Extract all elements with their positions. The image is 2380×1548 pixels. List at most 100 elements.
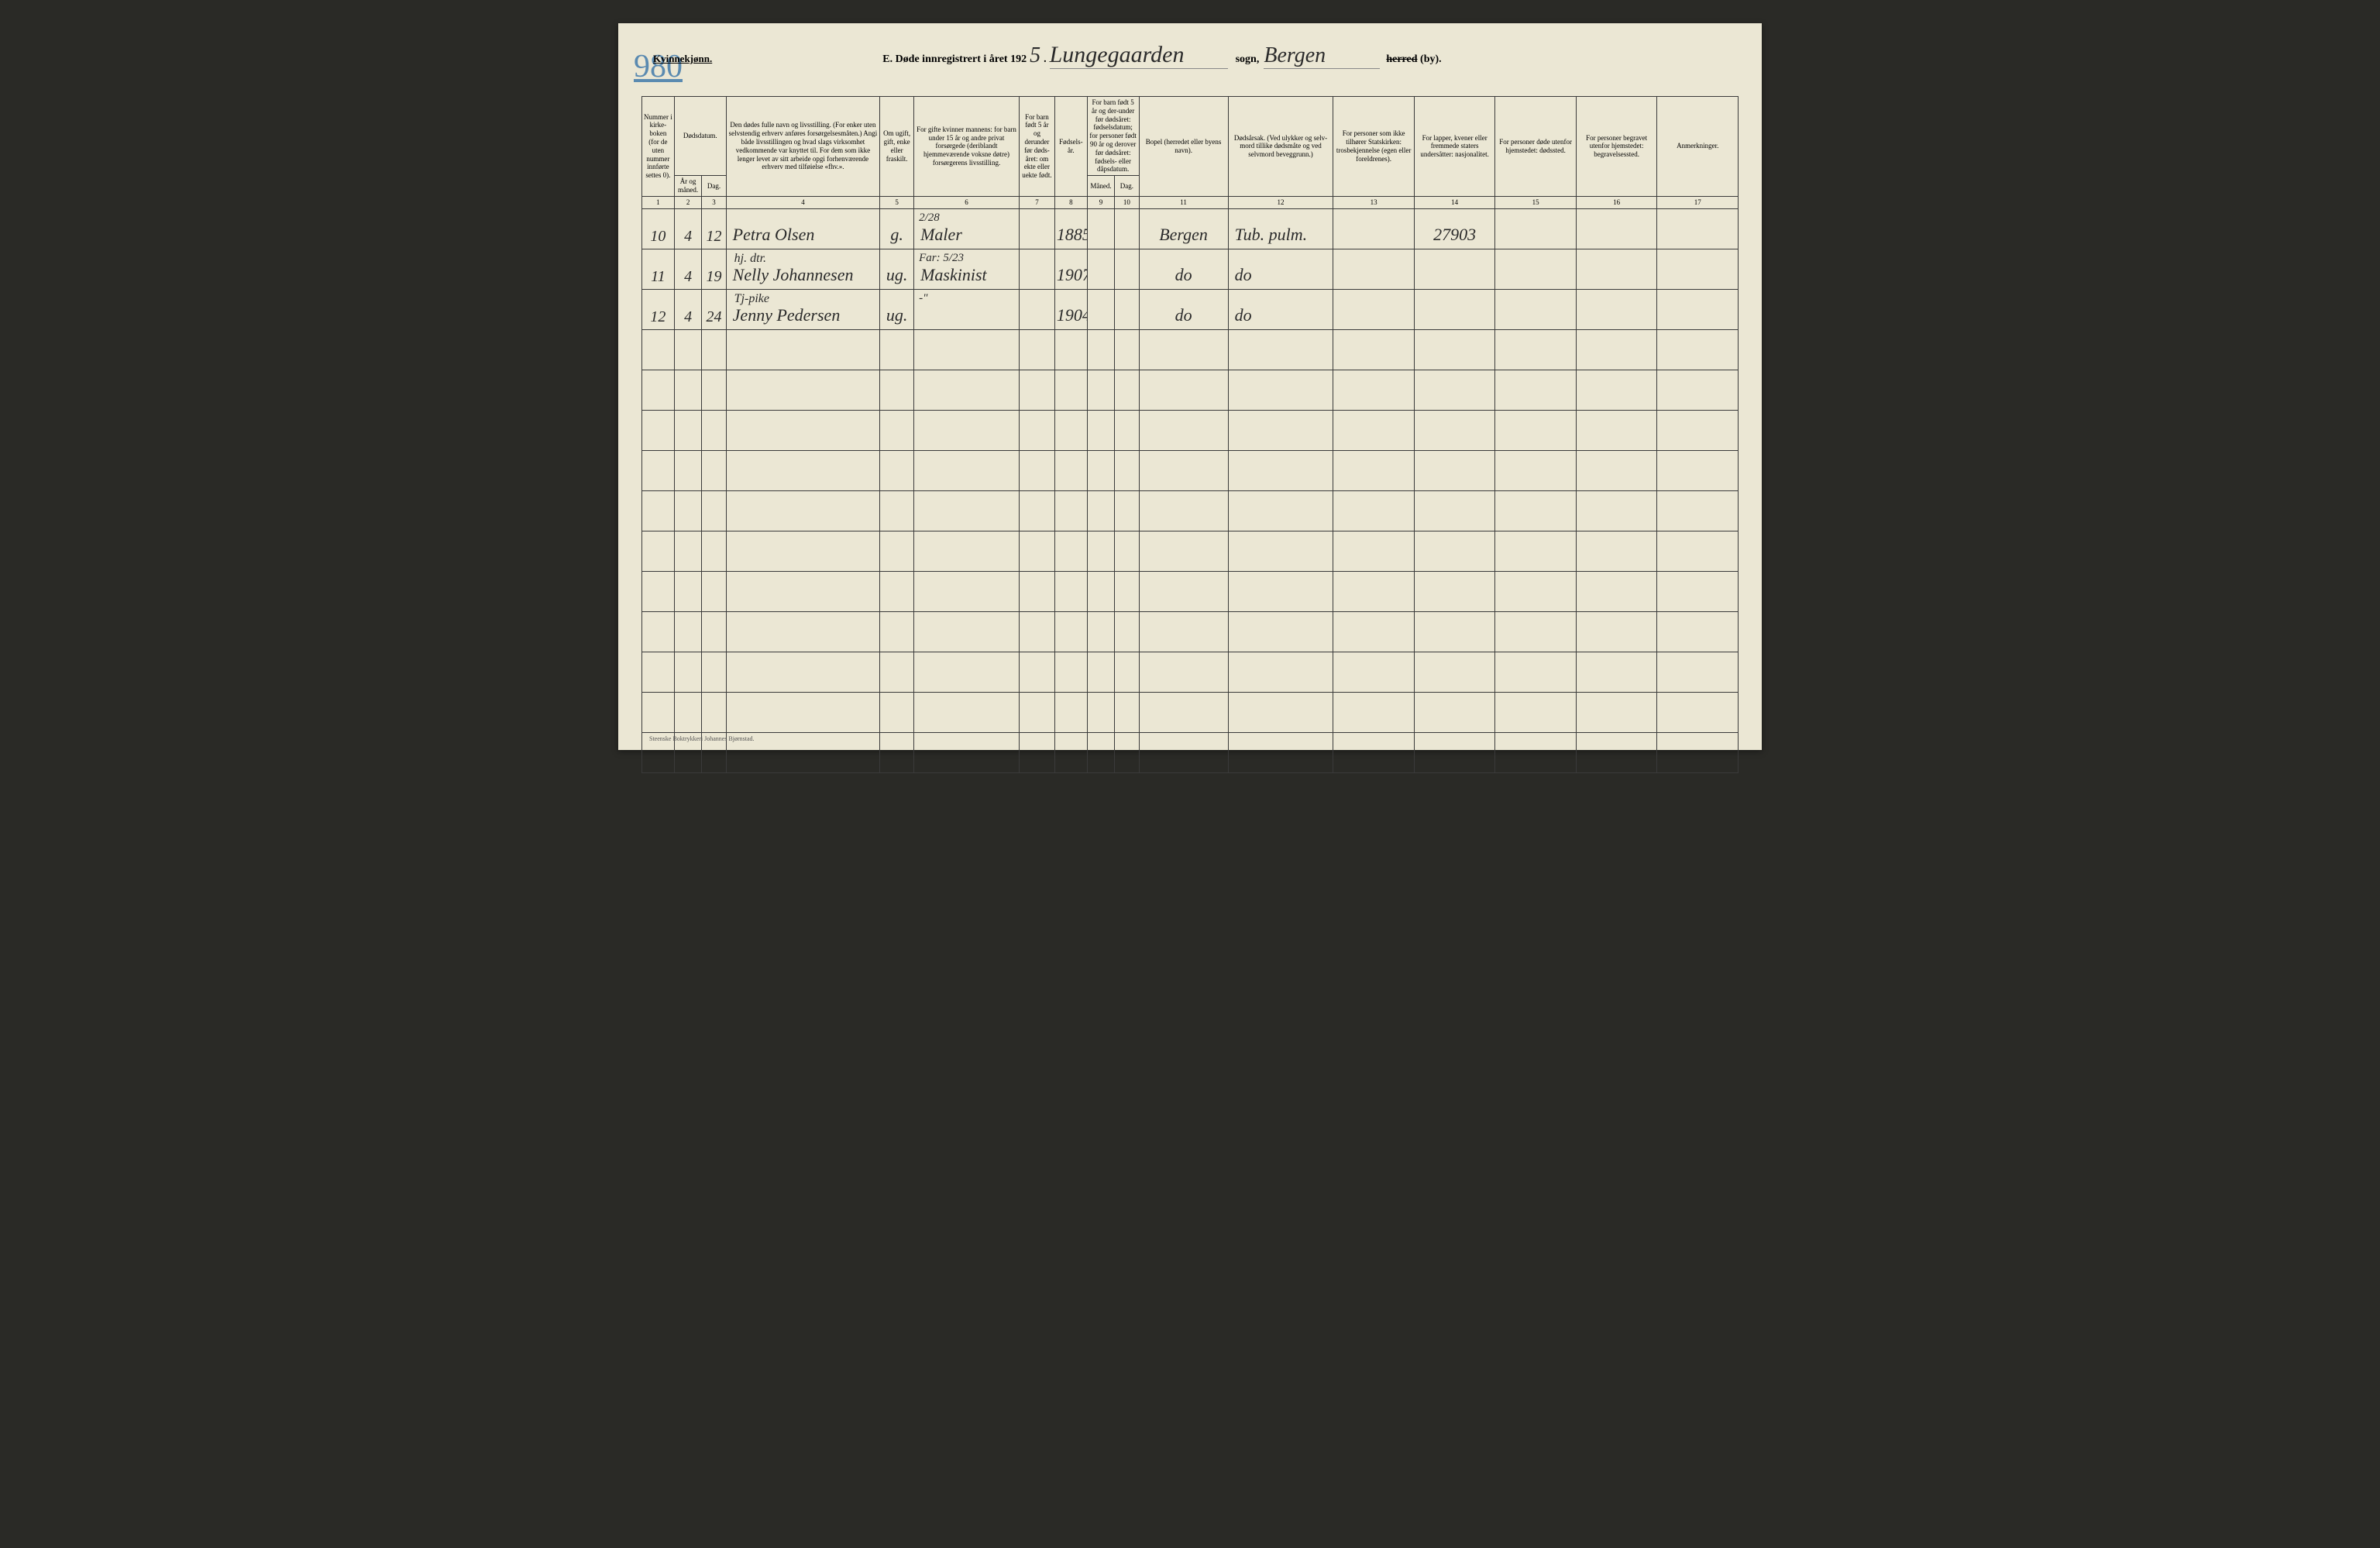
cell-bopel: do xyxy=(1139,289,1228,329)
col-13-head: For personer som ikke tilhører Statskirk… xyxy=(1333,97,1415,197)
col-1-head: Nummer i kirke-boken (for de uten nummer… xyxy=(642,97,675,197)
cell-civil: g. xyxy=(880,208,914,249)
cell-birth: 1885 xyxy=(1054,208,1087,249)
column-numbers-row: 1 2 3 4 5 6 7 8 9 10 11 12 13 14 15 16 1… xyxy=(642,196,1739,208)
col-15-head: For personer døde utenfor hjemstedet: dø… xyxy=(1495,97,1577,197)
table-row-empty xyxy=(642,571,1739,611)
colnum: 10 xyxy=(1115,196,1139,208)
table-head: Nummer i kirke-boken (for de uten nummer… xyxy=(642,97,1739,209)
occupation-above: Tj-pike xyxy=(734,291,769,306)
table-row-empty xyxy=(642,410,1739,450)
col-9-sub: Måned. xyxy=(1087,176,1115,197)
cell-day: 24 xyxy=(702,289,726,329)
cell-support: Far: 5/23Maskinist xyxy=(914,249,1020,289)
cell-c10 xyxy=(1115,208,1139,249)
cell-civil: ug. xyxy=(880,249,914,289)
colnum: 4 xyxy=(726,196,880,208)
colnum: 14 xyxy=(1414,196,1495,208)
cell-c15 xyxy=(1495,289,1577,329)
table-body: 101925412Petra Olseng.2/28Maler1885Berge… xyxy=(642,208,1739,772)
cell-support: -" xyxy=(914,289,1020,329)
col-8-head: Fødsels-år. xyxy=(1054,97,1087,197)
colnum: 13 xyxy=(1333,196,1415,208)
table-row: 11419hj. dtr.Nelly Johannesenug.Far: 5/2… xyxy=(642,249,1739,289)
cell-c17 xyxy=(1657,289,1739,329)
colnum: 2 xyxy=(674,196,702,208)
table-row-empty xyxy=(642,611,1739,652)
table-row-empty xyxy=(642,652,1739,692)
colnum: 1 xyxy=(642,196,675,208)
col-11-head: Bopel (herredet eller byens navn). xyxy=(1139,97,1228,197)
title-period: . xyxy=(1044,53,1047,66)
cell-c14 xyxy=(1414,249,1495,289)
cell-month: 19254 xyxy=(674,208,702,249)
col-6-head: For gifte kvinner mannens: for barn unde… xyxy=(914,97,1020,197)
cell-bopel: Bergen xyxy=(1139,208,1228,249)
cell-number: 12 xyxy=(642,289,675,329)
cell-day: 19 xyxy=(702,249,726,289)
cell-birth: 1907 xyxy=(1054,249,1087,289)
colnum: 9 xyxy=(1087,196,1115,208)
table-row-empty xyxy=(642,490,1739,531)
cell-month: 4 xyxy=(674,249,702,289)
gender-label: Kvinnekjønn. xyxy=(653,53,712,65)
header: Kvinnekjønn. E. Døde innregistrert i åre… xyxy=(641,42,1739,81)
by-handwritten: Bergen xyxy=(1264,43,1380,69)
cell-c17 xyxy=(1657,249,1739,289)
table-row-empty xyxy=(642,692,1739,732)
sogn-label: sogn, xyxy=(1236,53,1260,66)
col-2-sub: År og måned. xyxy=(674,176,702,197)
cell-name: Tj-pikeJenny Pedersen xyxy=(726,289,880,329)
cell-c9 xyxy=(1087,289,1115,329)
herred-strike: herred xyxy=(1386,53,1417,65)
table-row: 101925412Petra Olseng.2/28Maler1885Berge… xyxy=(642,208,1739,249)
cell-c16 xyxy=(1576,208,1657,249)
colnum: 12 xyxy=(1228,196,1333,208)
cell-cause: Tub. pulm. xyxy=(1228,208,1333,249)
cell-c7 xyxy=(1019,208,1054,249)
support-above: 2/28 xyxy=(919,211,940,225)
by-paren: (by). xyxy=(1420,53,1442,65)
cell-month: 4 xyxy=(674,289,702,329)
cell-name: Petra Olsen xyxy=(726,208,880,249)
cell-c15 xyxy=(1495,249,1577,289)
cell-cause: do xyxy=(1228,249,1333,289)
colnum: 16 xyxy=(1576,196,1657,208)
cell-c9 xyxy=(1087,208,1115,249)
year-digit: 5 xyxy=(1030,43,1040,68)
cell-cause: do xyxy=(1228,289,1333,329)
table-row-empty xyxy=(642,732,1739,772)
colnum: 11 xyxy=(1139,196,1228,208)
cell-c14: 27903 xyxy=(1414,208,1495,249)
cell-c10 xyxy=(1115,289,1139,329)
table-row-empty xyxy=(642,370,1739,410)
cell-c13 xyxy=(1333,249,1415,289)
cell-c17 xyxy=(1657,208,1739,249)
colnum: 6 xyxy=(914,196,1020,208)
cell-civil: ug. xyxy=(880,289,914,329)
col-10-sub: Dag. xyxy=(1115,176,1139,197)
cell-number: 10 xyxy=(642,208,675,249)
table-row: 12424Tj-pikeJenny Pedersenug. -" 1904 dodo xyxy=(642,289,1739,329)
cell-c9 xyxy=(1087,249,1115,289)
herred-label: herred (by). xyxy=(1386,53,1441,66)
cell-bopel: do xyxy=(1139,249,1228,289)
cell-c16 xyxy=(1576,249,1657,289)
support-above: -" xyxy=(919,291,927,305)
cell-birth: 1904 xyxy=(1054,289,1087,329)
col-7-head: For barn født 5 år og derunder før døds-… xyxy=(1019,97,1054,197)
register-table: Nummer i kirke-boken (for de uten nummer… xyxy=(641,96,1739,773)
cell-c14 xyxy=(1414,289,1495,329)
cell-c15 xyxy=(1495,208,1577,249)
cell-name: hj. dtr.Nelly Johannesen xyxy=(726,249,880,289)
col-12-head: Dødsårsak. (Ved ulykker og selv-mord til… xyxy=(1228,97,1333,197)
col-3-sub: Dag. xyxy=(702,176,726,197)
cell-c10 xyxy=(1115,249,1139,289)
table-row-empty xyxy=(642,450,1739,490)
colnum: 15 xyxy=(1495,196,1577,208)
printer-footer: Steenske Boktrykkeri Johannes Bjørnstad. xyxy=(649,735,755,742)
year-above: 1925 xyxy=(674,208,701,212)
col-5-head: Om ugift, gift, enke eller fraskilt. xyxy=(880,97,914,197)
cell-day: 12 xyxy=(702,208,726,249)
table-row-empty xyxy=(642,531,1739,571)
